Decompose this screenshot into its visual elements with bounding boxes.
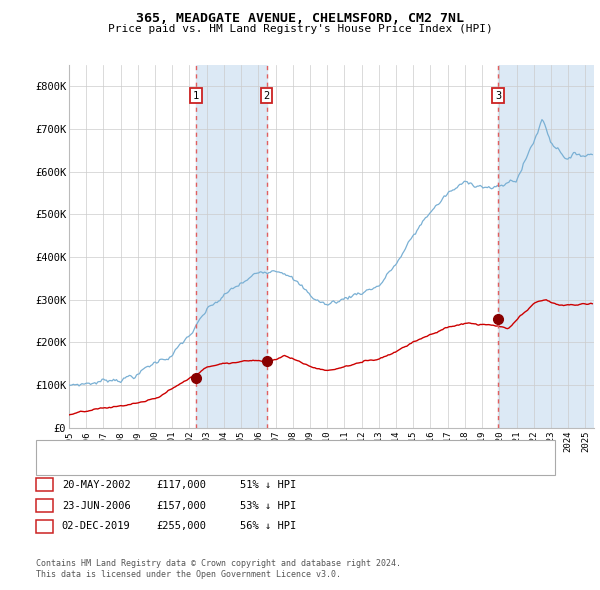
- Text: 02-DEC-2019: 02-DEC-2019: [62, 522, 131, 531]
- Text: 56% ↓ HPI: 56% ↓ HPI: [240, 522, 296, 531]
- Text: 1: 1: [41, 480, 47, 490]
- Text: 2: 2: [263, 91, 270, 101]
- Text: 53% ↓ HPI: 53% ↓ HPI: [240, 501, 296, 510]
- Text: 23-JUN-2006: 23-JUN-2006: [62, 501, 131, 510]
- Text: HPI: Average price, detached house, Chelmsford: HPI: Average price, detached house, Chel…: [77, 460, 347, 470]
- Text: £255,000: £255,000: [156, 522, 206, 531]
- Text: Price paid vs. HM Land Registry's House Price Index (HPI): Price paid vs. HM Land Registry's House …: [107, 24, 493, 34]
- Text: 2: 2: [41, 501, 47, 510]
- Text: This data is licensed under the Open Government Licence v3.0.: This data is licensed under the Open Gov…: [36, 571, 341, 579]
- Text: 3: 3: [41, 522, 47, 531]
- Text: 1: 1: [193, 91, 199, 101]
- Text: Contains HM Land Registry data © Crown copyright and database right 2024.: Contains HM Land Registry data © Crown c…: [36, 559, 401, 568]
- Text: £157,000: £157,000: [156, 501, 206, 510]
- Text: 365, MEADGATE AVENUE, CHELMSFORD, CM2 7NL: 365, MEADGATE AVENUE, CHELMSFORD, CM2 7N…: [136, 12, 464, 25]
- Bar: [196, 65, 266, 428]
- Bar: [498, 65, 594, 428]
- Text: 365, MEADGATE AVENUE, CHELMSFORD, CM2 7NL (detached house): 365, MEADGATE AVENUE, CHELMSFORD, CM2 7N…: [77, 446, 418, 456]
- Text: 20-MAY-2002: 20-MAY-2002: [62, 480, 131, 490]
- Text: 51% ↓ HPI: 51% ↓ HPI: [240, 480, 296, 490]
- Text: 3: 3: [495, 91, 501, 101]
- Text: £117,000: £117,000: [156, 480, 206, 490]
